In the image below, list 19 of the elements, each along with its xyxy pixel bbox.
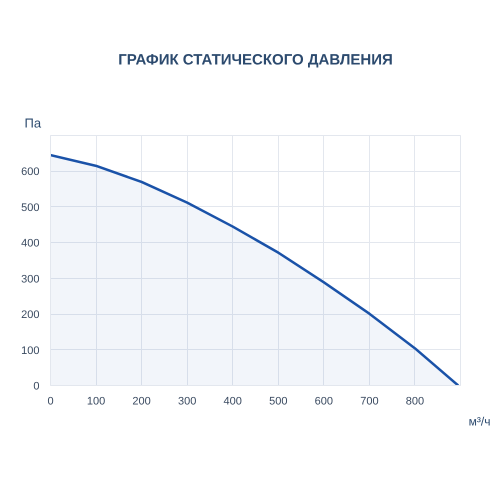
y-tick-label: 0 bbox=[33, 380, 40, 392]
y-tick-label: 100 bbox=[21, 344, 40, 357]
x-tick-label: 500 bbox=[269, 396, 288, 408]
y-tick-label: 600 bbox=[21, 166, 40, 178]
x-tick-label: 800 bbox=[406, 396, 424, 408]
chart-title: ГРАФИК СТАТИЧЕСКОГО ДАВЛЕНИЯ bbox=[118, 52, 393, 68]
y-tick-label: 200 bbox=[21, 309, 40, 322]
y-axis-title: Па bbox=[24, 116, 42, 130]
y-tick-label: 500 bbox=[21, 202, 40, 214]
x-tick-label: 400 bbox=[224, 396, 242, 408]
y-tick-label: 300 bbox=[21, 273, 40, 286]
x-tick-label: 600 bbox=[314, 396, 334, 408]
y-tick-label: 400 bbox=[21, 238, 40, 250]
x-tick-label: 700 bbox=[360, 396, 379, 408]
x-tick-label: 100 bbox=[86, 396, 106, 408]
x-tick-label: 0 bbox=[47, 396, 54, 408]
x-tick-label: 300 bbox=[178, 396, 196, 408]
x-tick-label: 200 bbox=[132, 396, 151, 408]
x-axis-title: м³/ч bbox=[468, 414, 491, 428]
